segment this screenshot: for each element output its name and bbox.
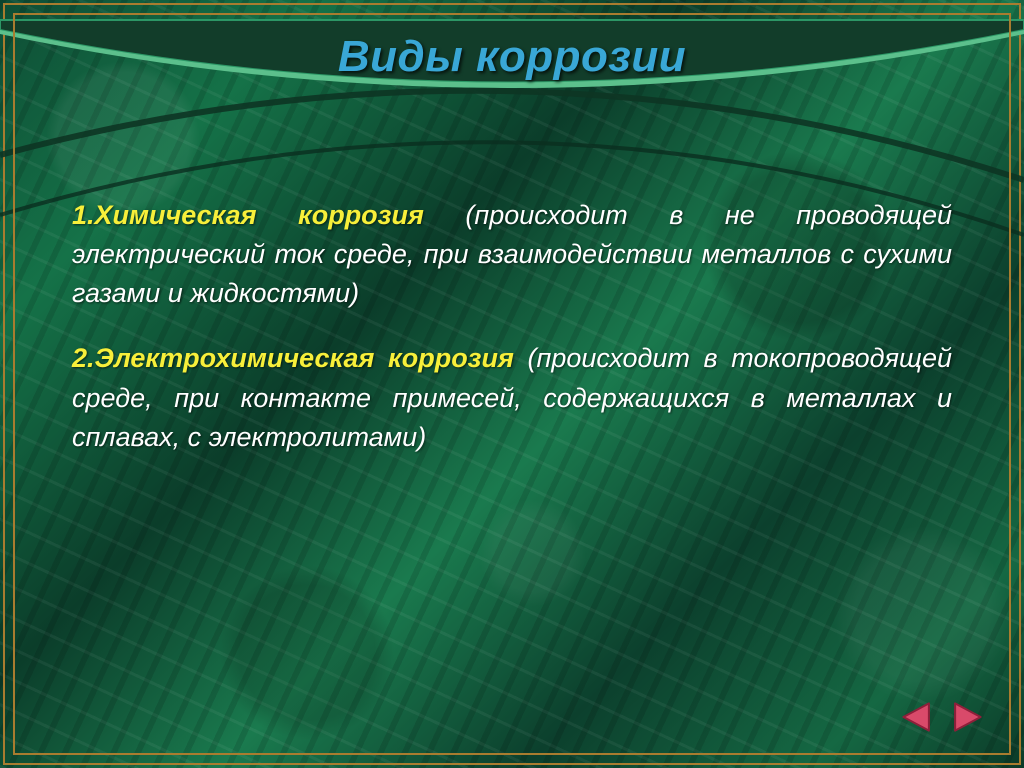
list-item: 2.Электрохимическая коррозия (происходит… <box>72 339 952 456</box>
list-item: 1.Химическая коррозия (происходит в не п… <box>72 196 952 313</box>
nav-buttons <box>900 700 984 734</box>
triangle-right-icon <box>950 700 984 734</box>
item-term: Химическая коррозия <box>95 200 424 230</box>
item-number: 2. <box>72 343 95 373</box>
next-button[interactable] <box>950 700 984 734</box>
arc-lower-1 <box>0 91 1024 180</box>
content-area: 1.Химическая коррозия (происходит в не п… <box>72 196 952 483</box>
prev-button[interactable] <box>900 700 934 734</box>
slide: Виды коррозии 1.Химическая коррозия (про… <box>0 0 1024 768</box>
item-number: 1. <box>72 200 95 230</box>
slide-title: Виды коррозии <box>0 32 1024 82</box>
triangle-left-icon <box>900 700 934 734</box>
item-term: Электрохимическая коррозия <box>95 343 514 373</box>
